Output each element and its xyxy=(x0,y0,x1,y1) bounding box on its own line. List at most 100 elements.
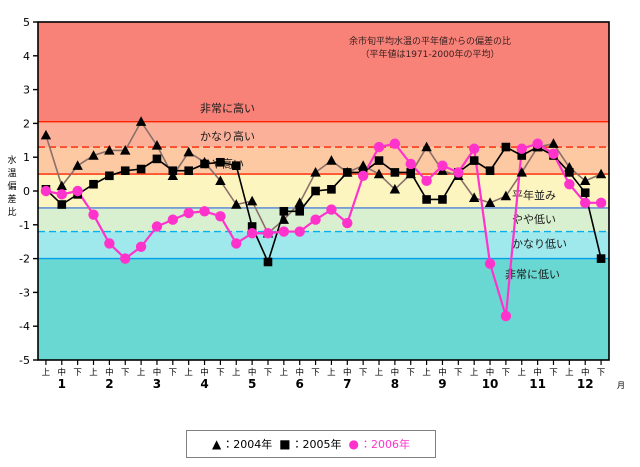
x-tick-sublabel-2: 下 xyxy=(73,368,82,378)
x-tick-month-12: 12 xyxy=(577,377,594,391)
data-point-2004年-13 xyxy=(246,195,258,206)
data-point-2005年-27 xyxy=(469,156,479,165)
band-label-0: 非常に高い xyxy=(200,101,255,115)
data-point-2006年-31 xyxy=(532,138,543,149)
band-label-5: かなり低い xyxy=(512,237,567,250)
x-tick-sublabel-22: 中 xyxy=(391,367,400,378)
x-tick-sublabel-30: 上 xyxy=(518,368,527,378)
data-point-2004年-21 xyxy=(373,168,385,179)
y-tick-label--4: -4 xyxy=(19,320,30,333)
x-tick-sublabel-19: 中 xyxy=(343,367,352,378)
data-point-2005年-18 xyxy=(327,185,336,194)
data-point-2004年-7 xyxy=(151,139,163,150)
data-point-2005年-3 xyxy=(89,179,98,189)
x-tick-sublabel-17: 下 xyxy=(311,368,320,378)
data-point-2005年-9 xyxy=(184,166,193,176)
data-point-2005年-13 xyxy=(247,222,257,231)
band-label-4: やや低い xyxy=(512,213,556,226)
data-point-2006年-17 xyxy=(310,214,321,225)
x-tick-sublabel-20: 下 xyxy=(359,368,368,378)
x-tick-sublabel-14: 下 xyxy=(264,368,273,378)
data-point-2004年-34 xyxy=(580,175,591,186)
chart-subtitle: （平年値は1971-2000年の平均） xyxy=(360,48,499,60)
data-point-2004年-9 xyxy=(183,146,194,157)
chart-legend: ▲ ：2004年 ■ ：2005年 ● ：2006年 xyxy=(186,430,436,458)
data-point-2006年-5 xyxy=(120,253,131,264)
data-point-2006年-19 xyxy=(342,217,353,229)
data-point-2005年-24 xyxy=(422,195,431,204)
x-tick-sublabel-5: 下 xyxy=(121,368,130,378)
y-tick-label--1: -1 xyxy=(19,219,30,232)
band-0 xyxy=(38,22,609,122)
data-point-2006年-34 xyxy=(580,197,591,209)
data-point-2005年-10 xyxy=(200,159,209,169)
x-tick-sublabel-10: 中 xyxy=(200,367,209,378)
x-tick-month-9: 9 xyxy=(438,377,446,391)
x-tick-month-7: 7 xyxy=(343,377,351,391)
data-point-2006年-4 xyxy=(104,238,115,249)
y-tick-label--3: -3 xyxy=(19,286,30,299)
data-point-2005年-28 xyxy=(485,166,495,176)
x-tick-month-10: 10 xyxy=(482,377,499,391)
data-point-2004年-30 xyxy=(516,167,527,177)
x-tick-sublabel-31: 中 xyxy=(533,367,542,378)
x-tick-sublabel-21: 上 xyxy=(375,368,384,378)
data-point-2004年-29 xyxy=(500,190,512,201)
data-point-2005年-16 xyxy=(295,206,305,216)
y-tick-label-0: 0 xyxy=(23,185,30,198)
band-6 xyxy=(38,258,609,360)
x-tick-month-11: 11 xyxy=(529,377,546,391)
data-point-2004年-11 xyxy=(215,175,226,186)
data-point-2006年-25 xyxy=(437,160,448,171)
data-point-2005年-22 xyxy=(390,168,400,177)
data-point-2006年-8 xyxy=(167,214,179,225)
x-tick-sublabel-7: 中 xyxy=(153,367,162,378)
band-label-1: かなり高い xyxy=(200,129,255,143)
band-label-3: 平年並み xyxy=(512,188,556,202)
data-point-2005年-29 xyxy=(501,142,511,152)
x-tick-sublabel-23: 下 xyxy=(406,368,415,378)
legend-label-2006: ：2006年 xyxy=(360,438,411,451)
chart-title: 余市旬平均水温の平年値からの偏差の比 xyxy=(349,35,511,47)
x-tick-sublabel-8: 下 xyxy=(169,368,178,378)
x-tick-sublabel-32: 下 xyxy=(549,368,558,378)
x-tick-sublabel-1: 中 xyxy=(58,367,67,378)
data-point-2006年-30 xyxy=(516,143,527,154)
x-tick-month-3: 3 xyxy=(153,377,161,391)
x-tick-sublabel-35: 下 xyxy=(597,368,606,378)
data-point-2005年-35 xyxy=(596,254,606,263)
x-tick-month-5: 5 xyxy=(248,377,256,391)
data-point-2005年-30 xyxy=(517,151,527,160)
data-point-2005年-1 xyxy=(57,200,67,209)
legend-item-2006: ● ：2006年 xyxy=(349,436,410,452)
square-marker-icon: ■ xyxy=(279,437,291,451)
x-tick-sublabel-26: 下 xyxy=(454,368,463,378)
data-point-2006年-6 xyxy=(135,241,147,252)
data-point-2005年-4 xyxy=(105,171,114,181)
data-point-2006年-14 xyxy=(262,228,274,239)
x-tick-sublabel-9: 上 xyxy=(184,368,193,378)
data-point-2006年-33 xyxy=(564,179,575,190)
band-4 xyxy=(38,207,609,232)
y-tick-label--5: -5 xyxy=(19,354,30,367)
data-point-2005年-25 xyxy=(438,195,447,204)
x-tick-sublabel-4: 中 xyxy=(105,367,114,378)
data-point-2006年-23 xyxy=(405,158,416,170)
data-point-2005年-6 xyxy=(136,164,146,174)
data-point-2006年-12 xyxy=(231,238,242,249)
data-point-2004年-17 xyxy=(310,167,321,177)
band-1 xyxy=(38,121,609,148)
data-point-2006年-26 xyxy=(453,167,464,178)
data-point-2004年-22 xyxy=(389,183,401,194)
data-point-2006年-7 xyxy=(151,221,163,232)
x-tick-month-4: 4 xyxy=(200,377,208,391)
data-point-2006年-29 xyxy=(500,310,512,322)
x-tick-sublabel-13: 中 xyxy=(248,367,257,378)
data-point-2005年-33 xyxy=(565,168,574,177)
data-point-2004年-5 xyxy=(120,145,131,155)
data-point-2005年-14 xyxy=(263,257,273,267)
data-point-2006年-20 xyxy=(357,170,369,181)
data-point-2006年-28 xyxy=(484,258,496,269)
data-point-2004年-35 xyxy=(595,168,607,179)
